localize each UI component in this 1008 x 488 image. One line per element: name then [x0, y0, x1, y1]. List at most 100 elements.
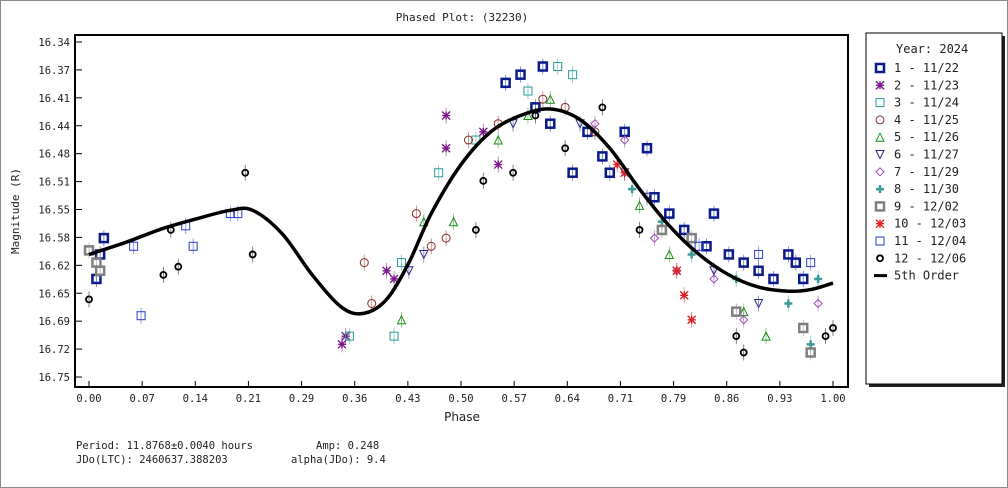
- x-axis-label: Phase: [444, 410, 480, 424]
- data-point: [686, 232, 697, 244]
- legend-marker: [875, 80, 885, 90]
- data-point: [418, 249, 429, 260]
- data-point: [649, 191, 660, 203]
- legend-item: 3 - 11/24: [875, 96, 959, 110]
- data-point: [509, 168, 517, 177]
- legend-label: 8 - 11/30: [894, 182, 959, 196]
- x-tick-label: 0.93: [767, 393, 792, 405]
- data-point: [723, 249, 735, 260]
- data-point: [523, 86, 533, 96]
- data-point: [753, 265, 764, 277]
- legend-marker: [875, 236, 885, 246]
- data-point: [753, 298, 764, 309]
- data-point: [797, 322, 809, 334]
- data-point: [389, 331, 399, 341]
- legend-item: 5th Order: [874, 269, 959, 283]
- data-point: [471, 226, 480, 234]
- legend-item: 1 - 11/22: [874, 61, 959, 75]
- y-tick-label: 16.62: [38, 260, 70, 272]
- legend-marker: [875, 132, 885, 142]
- legend-item: 4 - 11/25: [875, 113, 959, 127]
- legend-item: 7 - 11/29: [875, 165, 959, 179]
- data-point: [598, 103, 607, 112]
- data-point: [678, 224, 690, 236]
- legend-label: 7 - 11/29: [894, 165, 959, 179]
- data-point: [396, 258, 406, 268]
- y-tick-label: 16.48: [38, 149, 70, 161]
- data-point: [382, 266, 392, 276]
- legend-marker: [874, 201, 886, 212]
- data-point: [821, 332, 830, 341]
- legend-item: 11 - 12/04: [875, 234, 966, 248]
- data-point: [426, 241, 436, 251]
- data-point: [612, 160, 622, 170]
- data-point: [761, 331, 771, 341]
- legend-marker: [875, 150, 885, 160]
- data-point: [672, 266, 682, 276]
- series-12-12-06: [85, 99, 837, 361]
- data-point: [731, 306, 742, 317]
- legend-label: 12 - 12/06: [894, 251, 966, 265]
- data-point: [515, 69, 526, 80]
- data-point: [738, 257, 749, 268]
- data-point: [441, 143, 451, 153]
- data-point: [537, 61, 549, 72]
- data-point: [344, 331, 354, 341]
- x-tick-label: 0.86: [714, 393, 739, 405]
- data-point: [389, 274, 399, 284]
- data-point: [768, 273, 779, 285]
- data-point: [188, 241, 198, 251]
- data-point: [98, 232, 110, 244]
- data-point: [553, 62, 563, 72]
- data-point: [732, 332, 741, 341]
- legend-label: 6 - 11/27: [894, 148, 959, 162]
- legend-marker: [875, 219, 885, 229]
- x-tick-label: 0.29: [289, 393, 314, 405]
- series-5-11-26: [396, 91, 771, 345]
- fit-curve: [88, 107, 834, 316]
- data-point: [813, 298, 823, 309]
- y-axis-label: Magnitude (R): [9, 168, 22, 254]
- legend-item: 6 - 11/27: [875, 148, 959, 162]
- legend-label: 5th Order: [894, 269, 959, 283]
- data-point: [739, 315, 749, 325]
- x-tick-label: 0.00: [76, 393, 101, 405]
- legend-label: 3 - 11/24: [894, 96, 959, 110]
- data-point: [136, 311, 146, 321]
- data-point: [248, 250, 257, 259]
- data-point: [396, 314, 407, 325]
- y-tick-label: 16.55: [38, 205, 70, 217]
- data-point: [367, 298, 377, 308]
- data-point: [463, 135, 473, 145]
- y-tick-label: 16.34: [38, 37, 70, 49]
- data-point: [694, 241, 704, 251]
- data-point: [709, 274, 719, 284]
- data-point: [664, 208, 675, 219]
- period-text: Period: 11.8768±0.0040 hours: [76, 440, 254, 452]
- series-1-11-22: [91, 58, 809, 287]
- legend-label: 1 - 11/22: [894, 61, 959, 75]
- y-tick-label: 16.41: [38, 93, 70, 105]
- data-point: [790, 257, 802, 268]
- data-point: [85, 295, 93, 304]
- data-point: [797, 273, 809, 285]
- data-point: [94, 265, 106, 277]
- data-point: [649, 233, 660, 243]
- legend-label: 2 - 11/23: [894, 78, 959, 92]
- legend-item: 5 - 11/26: [875, 130, 959, 144]
- y-tick-label: 16.44: [38, 121, 70, 133]
- legend-item: 10 - 12/03: [875, 217, 966, 231]
- data-point: [159, 270, 168, 279]
- series-7-11-29: [590, 115, 823, 328]
- data-point: [806, 258, 816, 268]
- data-point: [597, 151, 608, 162]
- data-point: [493, 160, 503, 170]
- legend-marker: [874, 62, 886, 74]
- data-point: [664, 249, 675, 259]
- data-point: [448, 216, 459, 227]
- data-point: [441, 111, 451, 121]
- data-point: [628, 185, 637, 194]
- data-point: [479, 177, 488, 185]
- legend-item: 9 - 12/02: [874, 199, 959, 213]
- data-point: [635, 226, 644, 234]
